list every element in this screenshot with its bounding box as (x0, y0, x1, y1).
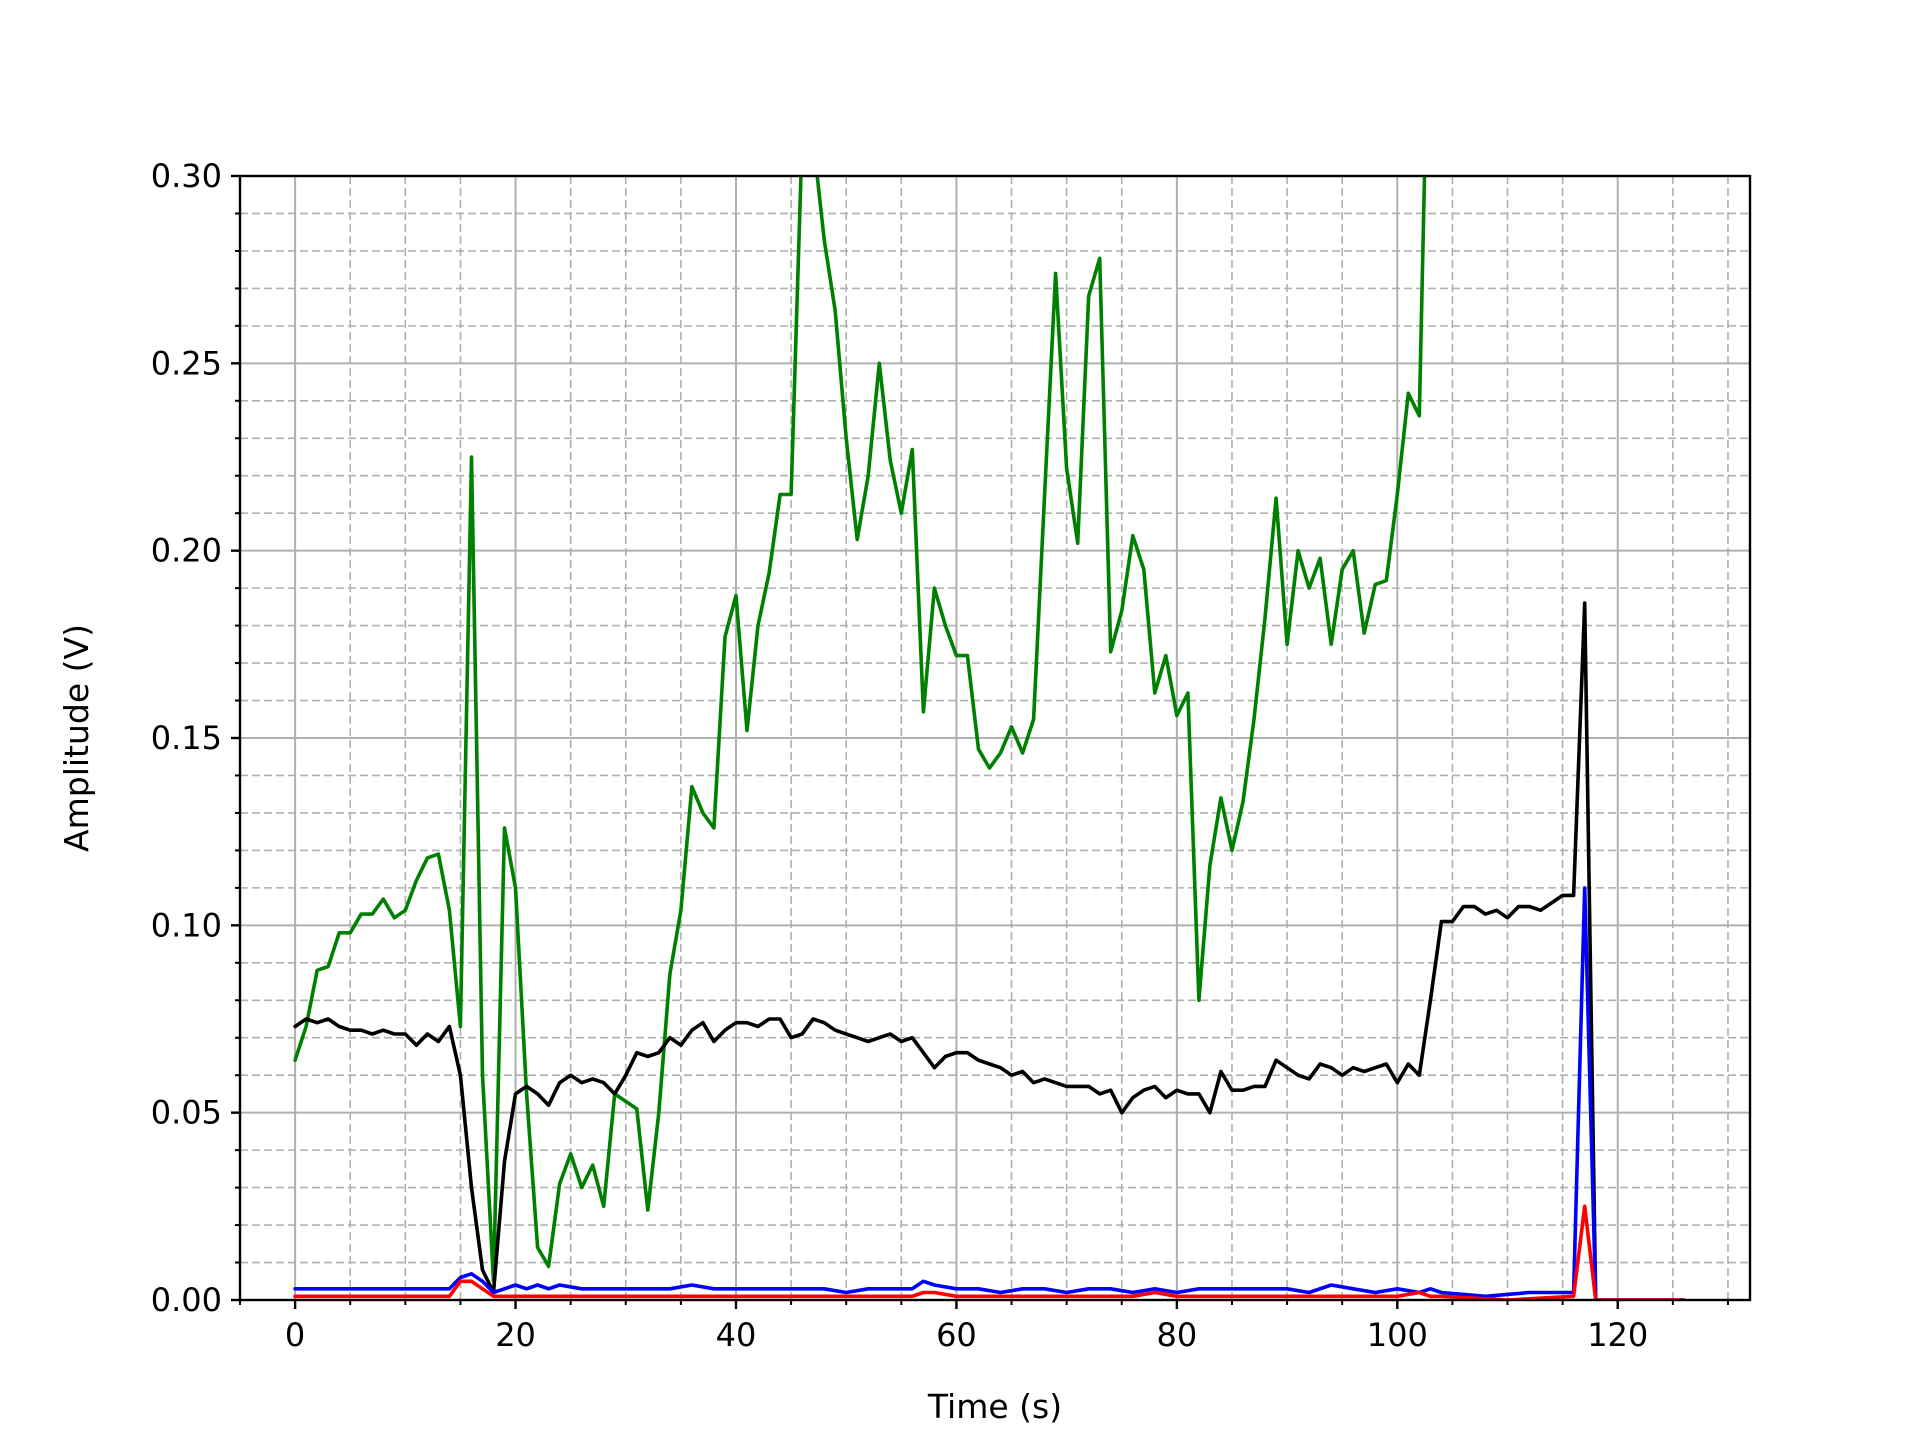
series-line-green (293, 176, 1427, 1284)
y-tick-label: 0.10 (151, 906, 222, 944)
x-tick-label: 60 (936, 1316, 977, 1354)
x-tick-label: 20 (495, 1316, 536, 1354)
x-tick-label: 100 (1367, 1316, 1428, 1354)
y-tick-label: 0.15 (151, 719, 222, 757)
x-tick-label: 80 (1157, 1316, 1198, 1354)
axis-ticks: 0 20 40 60 80 100 120 0.00 0.05 0.10 0.15 0.20 0.25 0… (151, 157, 1729, 1354)
grid (239, 175, 1750, 1301)
series-group (293, 176, 1686, 1300)
series-line-red (293, 1204, 1686, 1300)
x-tick-label: 0 (285, 1316, 305, 1354)
series-line-blue (293, 886, 1686, 1300)
y-tick-label: 0.05 (151, 1094, 222, 1132)
y-tick-label: 0.25 (151, 344, 222, 382)
y-tick-label: 0.30 (151, 157, 222, 195)
y-tick-label: 0.20 (151, 532, 222, 570)
y-axis-label: Amplitude (V) (57, 624, 96, 852)
y-tick-label: 0.00 (151, 1281, 222, 1319)
x-axis-label: Time (s) (927, 1387, 1062, 1426)
x-tick-label: 40 (716, 1316, 757, 1354)
series-line-black (293, 601, 1598, 1300)
x-tick-label: 120 (1587, 1316, 1648, 1354)
